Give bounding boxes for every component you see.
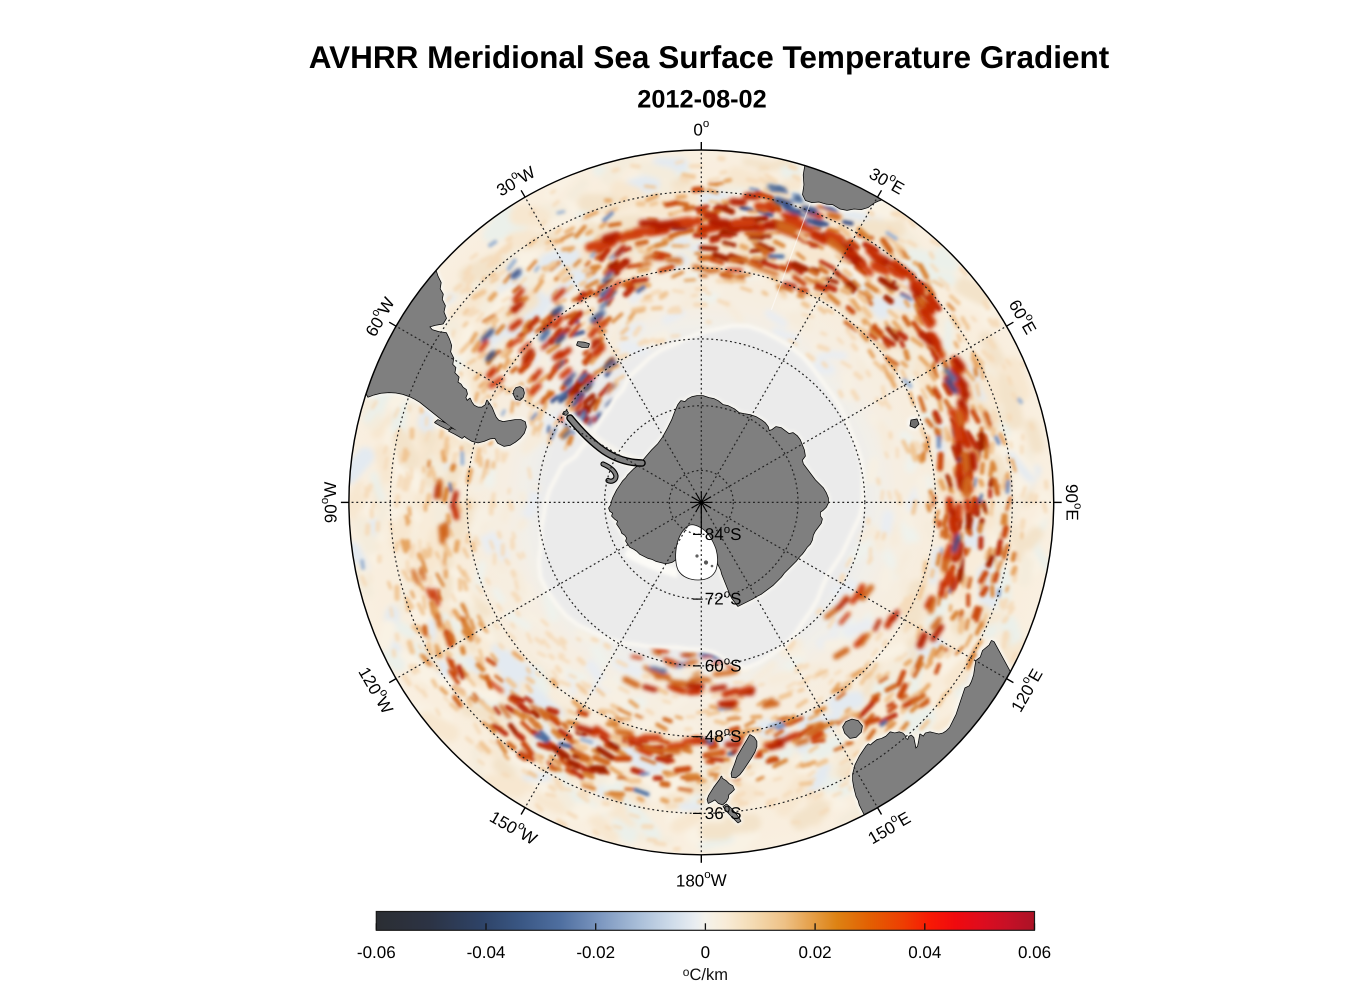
svg-text:2012-08-02: 2012-08-02 xyxy=(637,86,766,114)
svg-text:60oS: 60oS xyxy=(705,655,742,675)
svg-text:-0.04: -0.04 xyxy=(467,943,506,962)
svg-text:0.04: 0.04 xyxy=(908,943,941,962)
svg-text:AVHRR Meridional Sea Surface T: AVHRR Meridional Sea Surface Temperature… xyxy=(309,39,1110,75)
svg-text:0: 0 xyxy=(701,943,710,962)
svg-text:0.02: 0.02 xyxy=(799,943,832,962)
svg-text:36oS: 36oS xyxy=(705,803,742,823)
svg-text:-0.06: -0.06 xyxy=(357,943,396,962)
svg-text:-0.02: -0.02 xyxy=(576,943,615,962)
svg-text:oC/km: oC/km xyxy=(683,965,728,984)
svg-text:48oS: 48oS xyxy=(705,726,742,746)
svg-text:180oW: 180oW xyxy=(676,869,727,890)
svg-text:0.06: 0.06 xyxy=(1018,943,1051,962)
svg-text:90oE: 90oE xyxy=(1062,484,1083,521)
svg-text:84oS: 84oS xyxy=(705,524,742,544)
svg-text:72oS: 72oS xyxy=(705,589,742,609)
svg-text:90oW: 90oW xyxy=(319,482,340,523)
